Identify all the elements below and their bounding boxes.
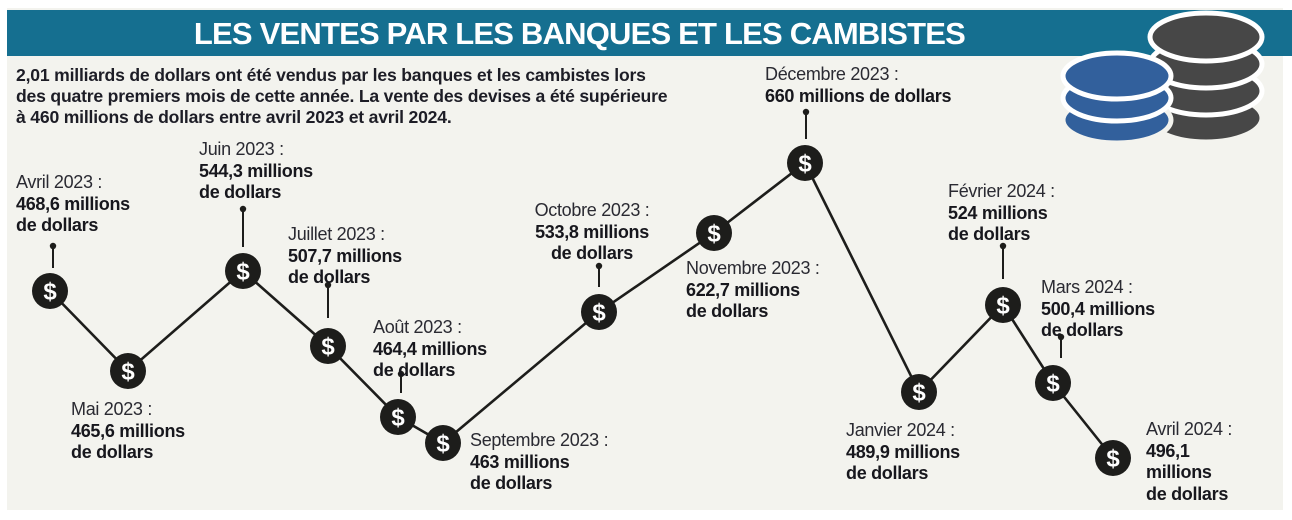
data-point-label: Novembre 2023 :622,7 millions de dollars — [686, 258, 820, 323]
data-point-node — [225, 253, 261, 289]
data-point-node — [581, 294, 617, 330]
dollar-icon: $ — [592, 300, 606, 327]
label-month: Juillet 2023 : — [288, 224, 385, 244]
data-point-node — [310, 328, 346, 364]
data-point-node — [425, 425, 461, 461]
label-value: de dollars — [1146, 483, 1229, 504]
label-value: de dollars — [846, 463, 929, 483]
label-value: de dollars — [550, 243, 634, 263]
blue-coin-stack — [1060, 50, 1174, 146]
label-value: 524 millions — [948, 202, 1048, 223]
label-month: Mai 2023 : — [71, 399, 153, 419]
label-month: Juin 2023 : — [199, 139, 284, 159]
data-point-node — [1095, 440, 1131, 476]
intro-line-2: des quatre premiers mois de cette année.… — [16, 86, 668, 106]
label-value: de dollars — [470, 473, 553, 493]
data-point-label: Février 2024 :524 millions de dollars — [948, 181, 1055, 246]
data-point-label: Septembre 2023 :463 millions de dollars — [470, 430, 609, 495]
label-value: 533,8 millions — [535, 221, 649, 242]
leader-dot — [595, 262, 603, 270]
data-point-label: Avril 2023 :468,6 millions de dollars — [16, 172, 130, 237]
intro-text: 2,01 milliards de dollars ont été vendus… — [16, 65, 776, 128]
data-point-node — [110, 353, 146, 389]
data-point-label: Avril 2024 :496,1 millions de dollars — [1146, 419, 1232, 505]
dollar-icon: $ — [912, 380, 926, 407]
label-value: 489,9 millions — [846, 441, 960, 462]
data-point-node — [985, 287, 1021, 323]
dollar-icon: $ — [1106, 446, 1120, 473]
label-month: Septembre 2023 : — [470, 430, 609, 450]
data-point-label: Décembre 2023 :660 millions de dollars — [765, 64, 951, 107]
label-value: 622,7 millions — [686, 279, 800, 300]
label-value: 660 millions de dollars — [765, 85, 952, 106]
label-value: de dollars — [199, 182, 282, 202]
intro-line-3: à 460 millions de dollars entre avril 20… — [16, 107, 452, 127]
leader-dot — [802, 108, 810, 116]
data-point-node — [380, 399, 416, 435]
leader-dot — [239, 205, 247, 213]
label-value: 544,3 millions — [199, 160, 313, 181]
data-point-label: Mars 2024 :500,4 millions de dollars — [1041, 277, 1155, 342]
data-point-label: Mai 2023 :465,6 millions de dollars — [71, 399, 185, 464]
data-point-label: Octobre 2023 :533,8 millions de dollars — [535, 200, 650, 265]
label-value: 500,4 millions — [1041, 298, 1155, 319]
label-value: 465,6 millions — [71, 420, 185, 441]
label-month: Août 2023 : — [373, 317, 462, 337]
dollar-icon: $ — [1046, 371, 1060, 398]
data-point-node — [696, 215, 732, 251]
dollar-icon: $ — [707, 221, 721, 248]
data-point-label: Août 2023 :464,4 millions de dollars — [373, 317, 487, 382]
label-month: Mars 2024 : — [1041, 277, 1133, 297]
label-value: millions — [1146, 462, 1212, 482]
label-value: de dollars — [16, 215, 99, 235]
dollar-icon: $ — [996, 293, 1010, 320]
leader-dot — [999, 242, 1007, 250]
dollar-icon: $ — [321, 334, 335, 361]
dollar-icon: $ — [43, 279, 57, 306]
label-month: Avril 2023 : — [16, 172, 103, 192]
label-month: Avril 2024 : — [1146, 419, 1233, 439]
label-value: de dollars — [288, 267, 371, 287]
leader-dot — [324, 281, 332, 289]
dark-coin-stack — [1147, 10, 1265, 145]
dollar-icon: $ — [798, 151, 812, 178]
data-point-node — [901, 374, 937, 410]
label-month: Février 2024 : — [948, 181, 1055, 201]
data-point-node — [1035, 365, 1071, 401]
leader-dot — [1057, 333, 1065, 341]
label-value: 463 millions — [470, 451, 570, 472]
data-point-label: Janvier 2024 :489,9 millions de dollars — [846, 420, 960, 485]
label-value: 464,4 millions — [373, 338, 487, 359]
label-value: 507,7 millions — [288, 245, 402, 266]
label-value: de dollars — [686, 301, 769, 321]
data-point-node — [787, 145, 823, 181]
label-month: Janvier 2024 : — [846, 420, 955, 440]
leader-dot — [397, 370, 405, 378]
data-point-label: Juillet 2023 :507,7 millions de dollars — [288, 224, 402, 289]
leader-dot — [49, 242, 57, 250]
title-bar: LES VENTES PAR LES BANQUES ET LES CAMBIS… — [7, 10, 1292, 56]
data-point-label: Juin 2023 :544,3 millions de dollars — [199, 139, 313, 204]
label-value: de dollars — [373, 360, 456, 380]
dollar-icon: $ — [236, 259, 250, 286]
label-month: Novembre 2023 : — [686, 258, 820, 278]
page-title: LES VENTES PAR LES BANQUES ET LES CAMBIS… — [193, 16, 966, 51]
coin-stacks-icon — [1060, 10, 1265, 146]
label-month: Décembre 2023 : — [765, 64, 899, 84]
label-value: de dollars — [71, 442, 154, 462]
dollar-icon: $ — [436, 431, 450, 458]
data-point-node — [32, 273, 68, 309]
label-month: Octobre 2023 : — [534, 200, 650, 220]
dollar-icon: $ — [391, 405, 405, 432]
intro-line-1: 2,01 milliards de dollars ont été vendus… — [16, 65, 646, 85]
label-value: de dollars — [1041, 320, 1124, 340]
label-value: 496,1 — [1146, 440, 1190, 461]
label-value: 468,6 millions — [16, 193, 130, 214]
dollar-icon: $ — [121, 359, 135, 386]
label-value: de dollars — [948, 224, 1031, 244]
